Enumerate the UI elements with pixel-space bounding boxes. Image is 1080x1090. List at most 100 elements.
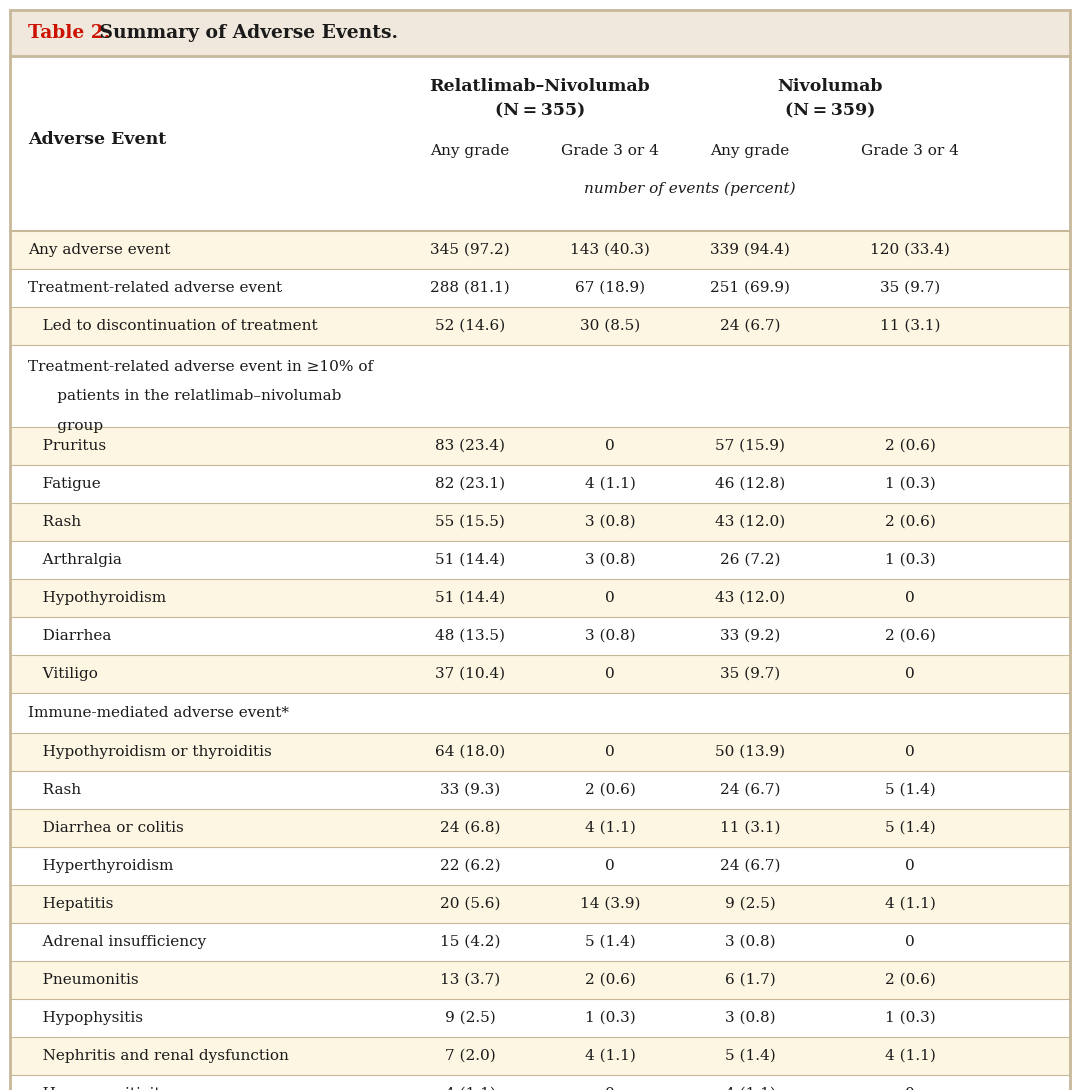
Bar [10,732,1070,771]
Text: 0: 0 [905,591,915,605]
Text: 20 (5.6): 20 (5.6) [440,897,500,911]
Bar [10,541,1070,579]
Text: 11 (3.1): 11 (3.1) [880,319,941,334]
Text: 48 (13.5): 48 (13.5) [435,629,505,643]
Text: 83 (23.4): 83 (23.4) [435,439,505,453]
Text: 5 (1.4): 5 (1.4) [885,783,935,797]
Bar [10,269,1070,307]
Text: 9 (2.5): 9 (2.5) [445,1012,496,1025]
Text: 14 (3.9): 14 (3.9) [580,897,640,911]
Text: 3 (0.8): 3 (0.8) [584,629,635,643]
Text: 33 (9.2): 33 (9.2) [719,629,780,643]
Text: 2 (0.6): 2 (0.6) [885,514,935,529]
Text: Hypothyroidism or thyroiditis: Hypothyroidism or thyroiditis [28,744,272,759]
Text: 3 (0.8): 3 (0.8) [725,935,775,949]
Text: 0: 0 [905,935,915,949]
Text: 0: 0 [905,859,915,873]
Text: Grade 3 or 4: Grade 3 or 4 [861,144,959,158]
Bar [10,771,1070,809]
Text: 143 (40.3): 143 (40.3) [570,243,650,257]
Text: 82 (23.1): 82 (23.1) [435,477,505,490]
Text: 120 (33.4): 120 (33.4) [870,243,950,257]
Text: 24 (6.7): 24 (6.7) [719,319,780,334]
Bar [10,56,1070,231]
Text: 2 (0.6): 2 (0.6) [885,439,935,453]
Text: 33 (9.3): 33 (9.3) [440,783,500,797]
Text: 50 (13.9): 50 (13.9) [715,744,785,759]
Text: 0: 0 [905,744,915,759]
Bar [10,923,1070,961]
Bar [10,346,1070,427]
Text: 46 (12.8): 46 (12.8) [715,477,785,490]
Text: 1 (0.3): 1 (0.3) [885,1012,935,1025]
Text: 0: 0 [605,591,615,605]
Text: 3 (0.8): 3 (0.8) [584,514,635,529]
Text: 26 (7.2): 26 (7.2) [719,553,780,567]
Text: number of events (percent): number of events (percent) [584,182,796,196]
Text: 4 (1.1): 4 (1.1) [885,897,935,911]
Bar [10,961,1070,1000]
Bar [10,1000,1070,1037]
Text: 35 (9.7): 35 (9.7) [720,667,780,681]
Text: 24 (6.7): 24 (6.7) [719,859,780,873]
Text: 288 (81.1): 288 (81.1) [430,281,510,295]
Text: 4 (1.1): 4 (1.1) [584,821,635,835]
Text: Hypothyroidism: Hypothyroidism [28,591,166,605]
Text: Fatigue: Fatigue [28,477,100,490]
Bar [10,847,1070,885]
Text: 0: 0 [905,1087,915,1090]
Text: 5 (1.4): 5 (1.4) [725,1049,775,1063]
Text: 7 (2.0): 7 (2.0) [445,1049,496,1063]
Text: Pneumonitis: Pneumonitis [28,973,138,988]
Text: 3 (0.8): 3 (0.8) [584,553,635,567]
Text: 24 (6.8): 24 (6.8) [440,821,500,835]
Text: 43 (12.0): 43 (12.0) [715,591,785,605]
Text: Rash: Rash [28,783,81,797]
Text: (N = 359): (N = 359) [785,102,875,119]
Text: Diarrhea or colitis: Diarrhea or colitis [28,821,184,835]
Text: 339 (94.4): 339 (94.4) [710,243,789,257]
Text: Immune-mediated adverse event*: Immune-mediated adverse event* [28,706,289,720]
Bar [10,579,1070,617]
Text: 0: 0 [605,667,615,681]
Text: 251 (69.9): 251 (69.9) [710,281,789,295]
Text: Hypersensitivity: Hypersensitivity [28,1087,170,1090]
Text: 52 (14.6): 52 (14.6) [435,319,505,334]
Text: 3 (0.8): 3 (0.8) [725,1012,775,1025]
Bar [10,693,1070,732]
Text: Any grade: Any grade [430,144,510,158]
Bar [10,617,1070,655]
Text: 1 (0.3): 1 (0.3) [885,553,935,567]
Text: Any grade: Any grade [711,144,789,158]
Text: 345 (97.2): 345 (97.2) [430,243,510,257]
Text: 67 (18.9): 67 (18.9) [575,281,645,295]
Text: 15 (4.2): 15 (4.2) [440,935,500,949]
Text: Adverse Event: Adverse Event [28,132,166,148]
Bar [10,655,1070,693]
Text: Any adverse event: Any adverse event [28,243,171,257]
Text: 57 (15.9): 57 (15.9) [715,439,785,453]
Text: 6 (1.7): 6 (1.7) [725,973,775,988]
Text: 2 (0.6): 2 (0.6) [584,973,635,988]
Text: 4 (1.1): 4 (1.1) [584,477,635,490]
Text: 4 (1.1): 4 (1.1) [885,1049,935,1063]
Bar [10,1075,1070,1090]
Text: 2 (0.6): 2 (0.6) [584,783,635,797]
Text: 22 (6.2): 22 (6.2) [440,859,500,873]
Text: 55 (15.5): 55 (15.5) [435,514,505,529]
Bar [10,427,1070,465]
Text: Table 2.: Table 2. [28,24,110,43]
Text: 0: 0 [605,744,615,759]
Text: 4 (1.1): 4 (1.1) [445,1087,496,1090]
Text: 64 (18.0): 64 (18.0) [435,744,505,759]
Text: Pruritus: Pruritus [28,439,106,453]
Text: 5 (1.4): 5 (1.4) [885,821,935,835]
Text: patients in the relatlimab–nivolumab: patients in the relatlimab–nivolumab [28,389,341,403]
Text: 37 (10.4): 37 (10.4) [435,667,505,681]
Text: 4 (1.1): 4 (1.1) [584,1049,635,1063]
Text: 0: 0 [605,439,615,453]
Text: Hepatitis: Hepatitis [28,897,113,911]
Text: 0: 0 [605,1087,615,1090]
Text: Vitiligo: Vitiligo [28,667,98,681]
Text: 4 (1.1): 4 (1.1) [725,1087,775,1090]
